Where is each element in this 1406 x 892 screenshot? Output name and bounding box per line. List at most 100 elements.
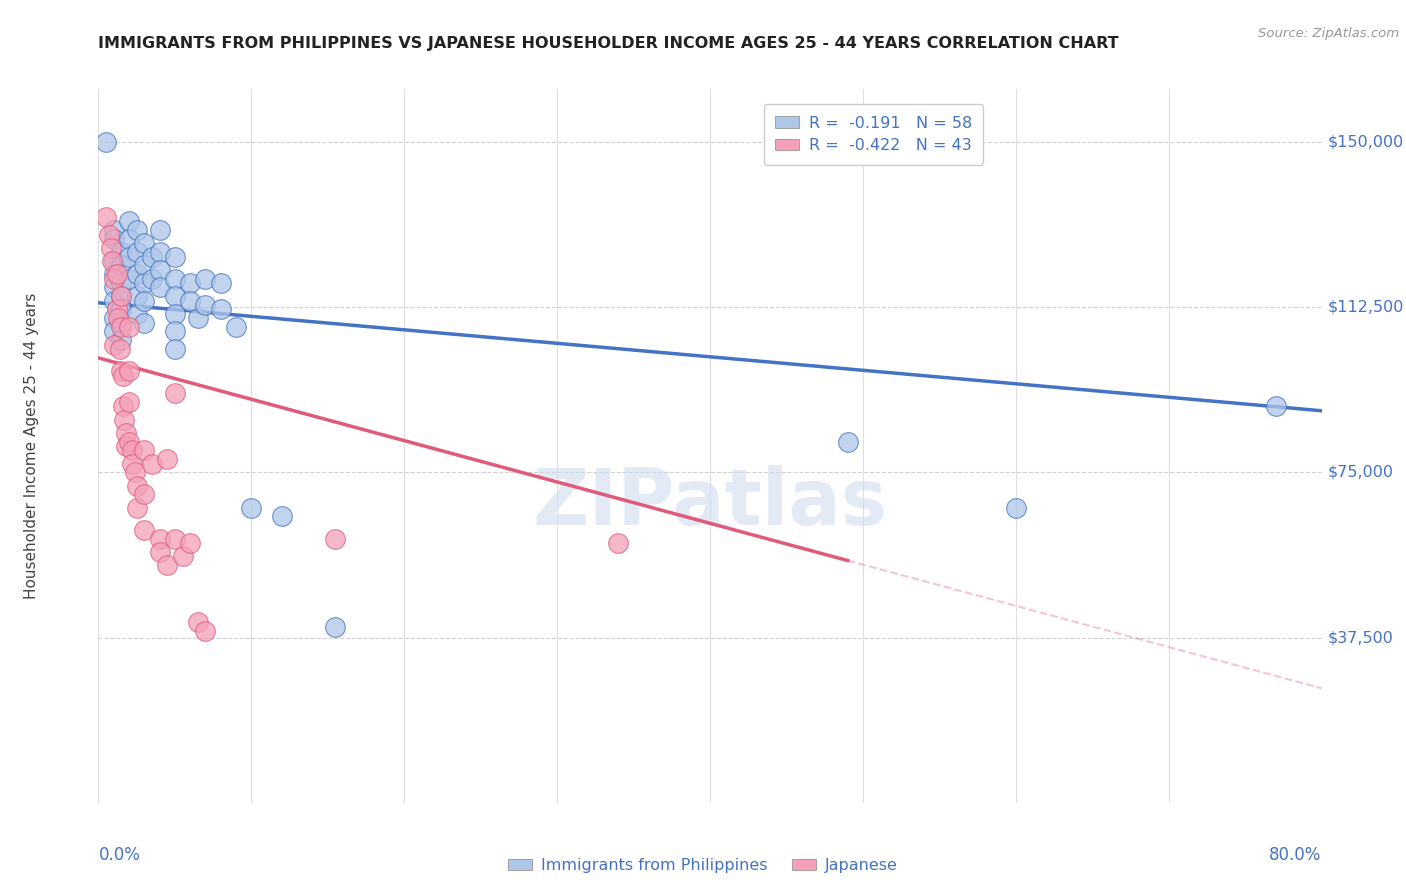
Legend: R =  -0.191   N = 58, R =  -0.422   N = 43: R = -0.191 N = 58, R = -0.422 N = 43 bbox=[765, 104, 983, 165]
Point bbox=[149, 545, 172, 559]
Point bbox=[187, 615, 209, 630]
Point bbox=[134, 316, 156, 330]
Point bbox=[103, 232, 125, 246]
Point bbox=[103, 223, 125, 237]
Point bbox=[187, 311, 209, 326]
Point bbox=[110, 364, 132, 378]
Point bbox=[118, 364, 141, 378]
Point bbox=[108, 342, 131, 356]
Point bbox=[110, 245, 132, 260]
Point bbox=[103, 271, 125, 285]
Point bbox=[103, 311, 125, 326]
Text: ZIPatlas: ZIPatlas bbox=[533, 465, 887, 541]
Point bbox=[209, 302, 232, 317]
Point bbox=[225, 320, 247, 334]
Point bbox=[141, 250, 163, 264]
Text: $75,000: $75,000 bbox=[1327, 465, 1393, 480]
Point bbox=[179, 276, 201, 290]
Text: 0.0%: 0.0% bbox=[98, 846, 141, 863]
Point bbox=[115, 439, 138, 453]
Point bbox=[134, 293, 156, 308]
Point bbox=[156, 452, 179, 467]
Point bbox=[141, 271, 163, 285]
Point bbox=[163, 289, 186, 303]
Point bbox=[118, 214, 141, 228]
Point bbox=[141, 457, 163, 471]
Text: 80.0%: 80.0% bbox=[1270, 846, 1322, 863]
Point bbox=[103, 293, 125, 308]
Point bbox=[607, 536, 630, 550]
Point bbox=[1264, 400, 1286, 414]
Point bbox=[134, 259, 156, 273]
Text: Householder Income Ages 25 - 44 years: Householder Income Ages 25 - 44 years bbox=[24, 293, 38, 599]
Point bbox=[110, 276, 132, 290]
Point bbox=[163, 532, 186, 546]
Point bbox=[194, 271, 217, 285]
Point bbox=[125, 289, 148, 303]
Point bbox=[101, 254, 124, 268]
Point bbox=[103, 280, 125, 294]
Point bbox=[134, 236, 156, 251]
Point bbox=[325, 619, 347, 633]
Point bbox=[125, 307, 148, 321]
Point bbox=[110, 289, 132, 303]
Point bbox=[125, 223, 148, 237]
Point bbox=[110, 316, 132, 330]
Point bbox=[110, 333, 132, 347]
Point bbox=[121, 443, 143, 458]
Point bbox=[194, 624, 217, 638]
Point bbox=[209, 276, 232, 290]
Point bbox=[107, 311, 129, 326]
Point bbox=[112, 412, 135, 426]
Point bbox=[837, 434, 859, 449]
Text: $37,500: $37,500 bbox=[1327, 630, 1393, 645]
Point bbox=[163, 325, 186, 339]
Point bbox=[110, 259, 132, 273]
Point bbox=[94, 210, 117, 224]
Point bbox=[110, 289, 132, 303]
Point bbox=[125, 245, 148, 260]
Point bbox=[115, 425, 138, 440]
Point bbox=[118, 320, 141, 334]
Point bbox=[1004, 500, 1026, 515]
Point bbox=[103, 254, 125, 268]
Point bbox=[270, 509, 292, 524]
Point bbox=[172, 549, 194, 563]
Point bbox=[105, 267, 128, 281]
Point bbox=[118, 271, 141, 285]
Text: IMMIGRANTS FROM PHILIPPINES VS JAPANESE HOUSEHOLDER INCOME AGES 25 - 44 YEARS CO: IMMIGRANTS FROM PHILIPPINES VS JAPANESE … bbox=[98, 36, 1119, 51]
Point bbox=[118, 232, 141, 246]
Text: $150,000: $150,000 bbox=[1327, 135, 1405, 150]
Point bbox=[118, 250, 141, 264]
Point bbox=[105, 302, 128, 317]
Point bbox=[163, 250, 186, 264]
Point bbox=[179, 293, 201, 308]
Point bbox=[110, 302, 132, 317]
Point bbox=[163, 307, 186, 321]
Point bbox=[125, 500, 148, 515]
Point bbox=[125, 267, 148, 281]
Point bbox=[103, 337, 125, 351]
Point bbox=[103, 325, 125, 339]
Point bbox=[111, 400, 134, 414]
Point bbox=[149, 245, 172, 260]
Point bbox=[163, 386, 186, 401]
Point bbox=[325, 532, 347, 546]
Point bbox=[149, 262, 172, 277]
Point bbox=[103, 267, 125, 281]
Point bbox=[134, 523, 156, 537]
Point bbox=[134, 443, 156, 458]
Point bbox=[156, 558, 179, 572]
Point bbox=[149, 532, 172, 546]
Point bbox=[179, 536, 201, 550]
Point bbox=[100, 241, 122, 255]
Point bbox=[163, 271, 186, 285]
Point bbox=[134, 487, 156, 501]
Point bbox=[149, 280, 172, 294]
Point bbox=[194, 298, 217, 312]
Point bbox=[94, 135, 117, 149]
Point bbox=[125, 478, 148, 492]
Point bbox=[118, 434, 141, 449]
Point bbox=[149, 223, 172, 237]
Point bbox=[110, 320, 132, 334]
